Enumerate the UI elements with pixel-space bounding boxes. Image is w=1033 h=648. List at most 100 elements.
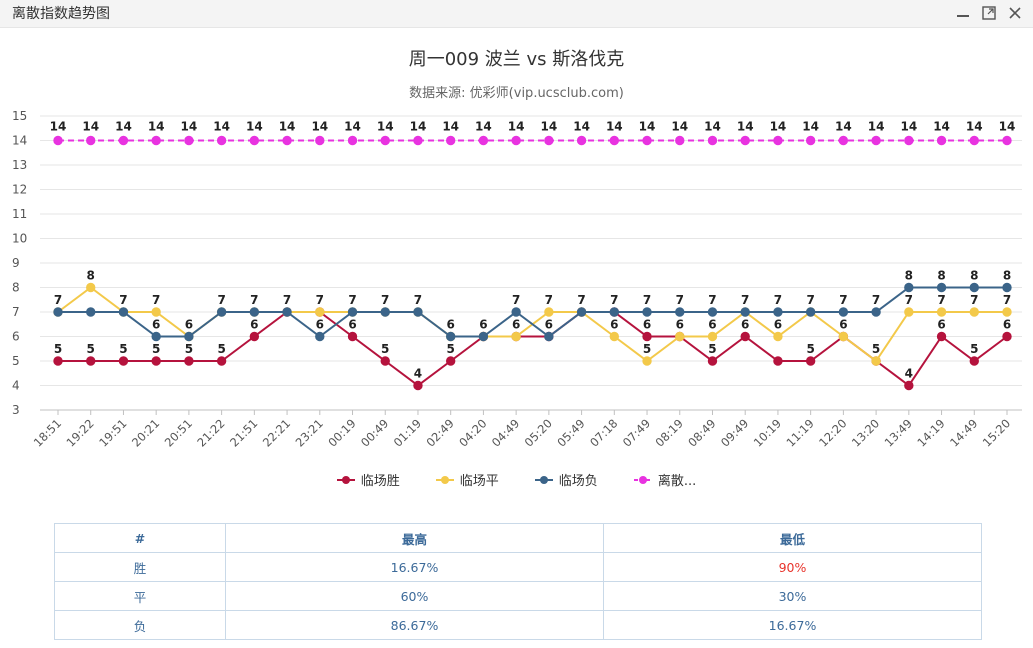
table-cell: 60% [225, 581, 604, 611]
data-label: 8 [905, 269, 913, 283]
data-point [740, 331, 750, 342]
x-tick-label: 13:49 [882, 416, 915, 449]
data-label: 7 [119, 293, 127, 307]
data-label: 14 [541, 120, 558, 134]
data-point [707, 356, 718, 366]
data-label: 14 [442, 120, 459, 134]
data-label: 5 [152, 342, 160, 356]
data-label: 14 [115, 120, 132, 134]
data-point [347, 307, 358, 317]
data-point [544, 307, 554, 317]
legend-label: 临场负 [558, 474, 598, 489]
legend-label: 临场胜 [360, 474, 400, 489]
data-point [184, 135, 194, 146]
maximize-button[interactable] [979, 2, 999, 24]
x-tick-label: 12:20 [816, 416, 849, 449]
data-point [315, 135, 325, 146]
data-point [347, 331, 358, 342]
data-point [445, 135, 456, 146]
data-label: 14 [639, 120, 656, 134]
data-label: 14 [770, 120, 787, 134]
data-point [249, 331, 260, 342]
data-point [315, 331, 325, 342]
data-label: 14 [966, 120, 983, 134]
data-point [118, 135, 129, 146]
data-label: 7 [414, 293, 422, 307]
data-label: 14 [50, 120, 67, 134]
minimize-button[interactable] [953, 2, 973, 24]
data-label: 5 [872, 342, 880, 356]
chart-legend: 临场胜 临场平 临场负 离散... [0, 470, 1033, 489]
legend-item[interactable]: 临场负 [534, 470, 598, 489]
data-point [773, 356, 783, 366]
data-label: 7 [54, 293, 62, 307]
data-point [969, 307, 979, 317]
table-header-cell: # [54, 523, 226, 553]
chart-subtitle: 数据来源: 优彩师(vip.ucsclub.com) [409, 86, 624, 101]
chart-title: 周一009 波兰 vs 斯洛伐克 [408, 49, 625, 70]
series-line [58, 286, 1007, 338]
data-label: 8 [1003, 269, 1011, 283]
y-tick-label: 8 [12, 281, 20, 295]
data-point [740, 135, 750, 146]
x-tick-label: 09:49 [718, 416, 751, 449]
data-label: 14 [737, 120, 754, 134]
data-point [1002, 307, 1012, 317]
legend-swatch [435, 475, 454, 485]
legend-item[interactable]: 临场平 [435, 470, 499, 489]
data-label: 7 [250, 293, 258, 307]
minimize-icon [957, 15, 969, 17]
legend-label: 离散... [657, 474, 697, 489]
data-label: 14 [311, 120, 328, 134]
data-point [642, 356, 652, 366]
data-point [86, 282, 96, 293]
table-row: 负 86.67% 16.67% [54, 610, 982, 640]
legend-item[interactable]: 临场胜 [336, 470, 400, 489]
data-label: 14 [246, 120, 263, 134]
data-point [707, 331, 718, 342]
data-label: 14 [213, 120, 230, 134]
data-label: 7 [970, 293, 978, 307]
close-button[interactable] [1005, 2, 1025, 24]
data-point [53, 356, 63, 366]
data-label: 7 [217, 293, 225, 307]
data-point [380, 307, 390, 317]
data-point [969, 356, 979, 366]
table-header-row: # 最高 最低 [54, 523, 982, 553]
data-point [904, 307, 914, 317]
data-point [838, 331, 849, 342]
data-label: 14 [573, 120, 590, 134]
window-title: 离散指数趋势图 [12, 6, 110, 22]
data-point [544, 135, 554, 146]
data-point [118, 307, 129, 317]
data-point [216, 356, 227, 366]
data-point [871, 135, 881, 146]
y-tick-label: 12 [12, 183, 27, 197]
data-label: 7 [676, 293, 684, 307]
data-point [642, 331, 652, 342]
data-label: 7 [512, 293, 520, 307]
data-label: 14 [868, 120, 885, 134]
x-tick-label: 01:19 [391, 416, 424, 449]
data-point [642, 135, 652, 146]
data-label: 14 [475, 120, 492, 134]
data-point [1002, 331, 1012, 342]
data-label: 7 [610, 293, 618, 307]
legend-item[interactable]: 离散... [633, 470, 697, 489]
legend-swatch [336, 475, 355, 485]
data-point [675, 307, 685, 317]
data-point [511, 331, 521, 342]
data-label: 7 [708, 293, 716, 307]
data-label: 8 [970, 269, 978, 283]
table-cell: 负 [54, 610, 226, 640]
data-point [838, 135, 849, 146]
data-label: 5 [54, 342, 62, 356]
data-point [642, 307, 652, 317]
data-point [969, 135, 979, 146]
data-point [478, 331, 489, 342]
y-tick-label: 13 [12, 158, 27, 172]
x-tick-label: 00:49 [358, 416, 391, 449]
table-cell: 平 [54, 581, 226, 611]
data-point [347, 135, 358, 146]
data-point [380, 135, 390, 146]
